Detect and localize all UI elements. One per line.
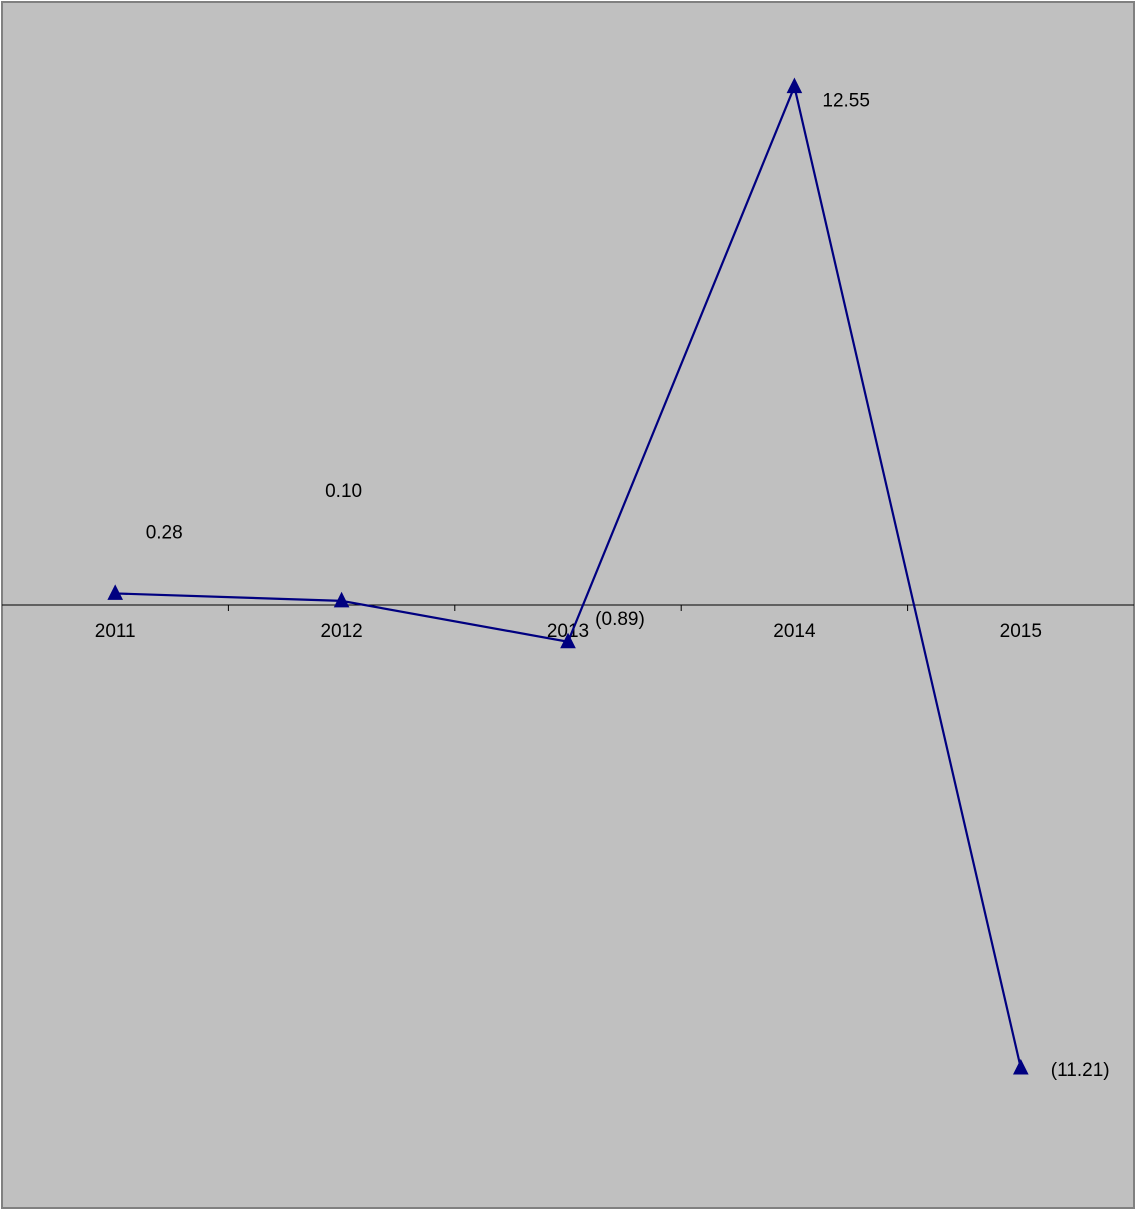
data-point-marker	[333, 591, 350, 608]
x-tick-labels: 2011 2012 2013 2014 2015	[95, 621, 1042, 642]
x-axis	[2, 604, 1134, 611]
data-label: 0.28	[146, 522, 183, 543]
data-label: (11.21)	[1051, 1060, 1110, 1081]
data-labels: 0.28 0.10 (0.89) 12.55 (11.21)	[146, 91, 1110, 1081]
data-label: 0.10	[325, 481, 362, 502]
x-tick-label: 2013	[547, 621, 589, 642]
data-label: 12.55	[822, 91, 870, 112]
x-tick-label: 2014	[773, 621, 816, 642]
x-tick-label: 2012	[320, 621, 362, 642]
x-tick-label: 2011	[95, 621, 136, 642]
data-point-marker	[1012, 1058, 1029, 1075]
marker-group	[107, 77, 1029, 1075]
data-point-marker	[560, 632, 576, 649]
data-point-marker	[107, 584, 124, 600]
x-tick-label: 2015	[1000, 621, 1042, 642]
data-label: (0.89)	[595, 609, 645, 630]
data-point-marker	[786, 77, 803, 94]
